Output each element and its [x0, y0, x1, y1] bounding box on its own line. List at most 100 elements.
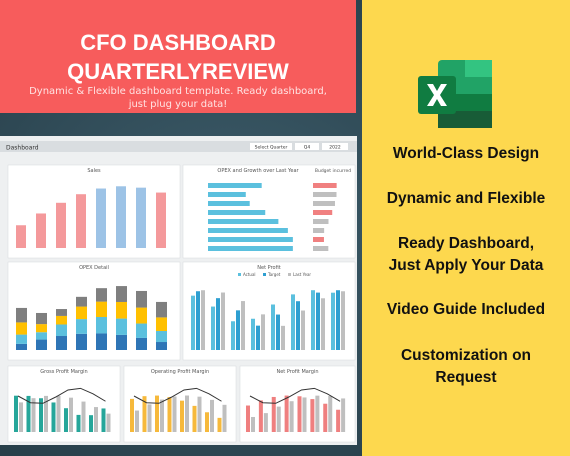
deco-bar: [336, 409, 341, 432]
deco-bar: [36, 213, 46, 248]
deco-bar: [297, 396, 302, 432]
deco-bar: [56, 324, 67, 337]
deco-bar: [263, 413, 268, 432]
deco-bar: [291, 294, 295, 350]
deco-bar: [341, 398, 346, 432]
deco-bar: [208, 246, 293, 251]
deco-bar: [156, 317, 167, 332]
excel-icon: [418, 60, 492, 128]
deco-bar: [16, 343, 27, 350]
feature: Video Guide Included: [387, 301, 545, 318]
deco-bar: [76, 319, 87, 334]
deco-bar: [81, 401, 86, 432]
deco-bar: [208, 219, 279, 224]
deco-bar: [51, 402, 56, 432]
feature: Ready Dashboard,: [398, 235, 534, 252]
panel-title: Net Profit: [257, 265, 280, 271]
deco-bar: [302, 397, 307, 432]
deco-bar: [56, 309, 67, 316]
deco-bar: [76, 296, 87, 307]
deco-bar: [221, 292, 225, 350]
deco-bar: [208, 192, 246, 197]
deco-bar: [106, 413, 111, 432]
deco-bar: [156, 342, 167, 350]
deco-bar: [116, 286, 127, 302]
deco-bar: [205, 412, 209, 432]
panel-title: Sales: [87, 168, 101, 174]
banner-subtitle: just plug your data!: [128, 99, 228, 110]
legend-label: Target: [267, 272, 281, 277]
deco-bar: [236, 310, 240, 350]
deco-bar: [331, 292, 335, 350]
deco-bar: [172, 396, 177, 432]
deco-bar: [14, 395, 18, 432]
deco-bar: [313, 183, 337, 188]
panel-title: OPEX Detail: [79, 265, 109, 271]
deco-bar: [281, 325, 285, 350]
deco-bar: [76, 414, 81, 432]
deco-bar: [208, 201, 250, 206]
deco-line: [249, 387, 341, 404]
deco-bar: [246, 405, 250, 432]
year-box[interactable]: [322, 143, 348, 150]
deco-bar: [192, 405, 197, 432]
deco-bar: [328, 395, 333, 432]
deco-bar: [201, 290, 205, 350]
deco-bar: [39, 398, 43, 432]
deco-bar: [321, 298, 325, 350]
deco-bar: [313, 192, 337, 197]
deco-bar: [31, 398, 36, 432]
deco-bar: [284, 395, 289, 432]
deco-bar: [313, 246, 329, 251]
deco-bar: [313, 201, 335, 206]
panel-title: OPEX and Growth over Last Year: [217, 168, 299, 174]
feature: Dynamic and Flexible: [387, 190, 546, 207]
deco-bar: [69, 397, 73, 432]
budget-label: Budget incurred: [315, 168, 351, 174]
deco-bar: [36, 324, 47, 333]
deco-bar: [136, 187, 146, 248]
deco-bar: [251, 416, 255, 432]
dashboard-title: Dashboard: [6, 145, 39, 152]
deco-bar: [16, 225, 26, 248]
select-box[interactable]: [250, 143, 292, 150]
dashboard-header: [0, 141, 357, 152]
deco-bar: [301, 310, 305, 350]
deco-bar: [116, 186, 126, 248]
deco-bar: [96, 333, 107, 350]
feature: Request: [435, 369, 496, 386]
deco-bar: [208, 228, 288, 233]
quarter-box[interactable]: [295, 143, 319, 150]
year: 2022: [329, 145, 341, 151]
deco-bar: [16, 322, 27, 335]
icon-x: [427, 84, 447, 106]
deco-bar: [258, 400, 263, 432]
deco-bar: [276, 406, 281, 432]
deco-line: [17, 387, 106, 404]
deco-bar: [160, 399, 164, 432]
feature: Just Apply Your Data: [389, 257, 544, 274]
deco-bar: [56, 395, 61, 432]
legend-label: Actual: [243, 272, 256, 277]
deco-bar: [56, 202, 66, 248]
deco-bar: [76, 194, 86, 248]
deco-bar: [336, 290, 340, 350]
deco-bar: [116, 334, 127, 350]
legend-label: Last Year: [293, 272, 311, 277]
deco-bar: [147, 404, 152, 432]
banner-title: CFO DASHBOARD: [80, 30, 276, 55]
panel-title: Gross Profit Margin: [40, 369, 87, 375]
deco-bar: [155, 395, 159, 432]
deco-bar: [96, 288, 107, 302]
icon-cell: [438, 111, 492, 128]
deco-bar: [217, 417, 222, 432]
deco-bar: [251, 318, 255, 350]
select-label: Select Quarter: [255, 145, 288, 151]
deco-bar: [76, 306, 87, 320]
panel-title: Net Profit Margin: [276, 369, 318, 375]
deco-bar: [341, 291, 345, 350]
deco-bar: [156, 331, 167, 343]
deco-bar: [136, 290, 147, 308]
deco-bar: [271, 396, 276, 432]
legend-swatch: [238, 273, 241, 276]
